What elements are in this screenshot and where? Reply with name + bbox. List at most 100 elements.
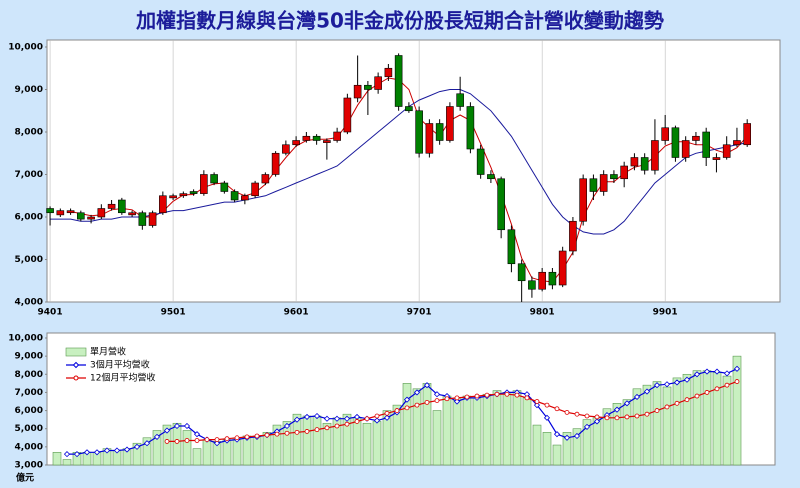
line-marker [213,440,221,447]
candle-body [128,212,136,216]
bar [152,430,162,466]
line-marker [123,446,131,453]
line-marker [583,423,591,430]
candle-body [579,178,587,222]
bar [272,424,282,466]
candle-body [241,195,249,201]
candle-body [394,55,403,107]
line-marker [594,414,600,420]
bar [322,422,332,466]
candle-body [569,220,577,252]
line-marker [704,390,710,395]
candle-body [312,135,321,141]
bar [62,459,72,466]
bar [722,375,732,466]
candle-body [302,135,311,141]
bar [522,397,532,466]
line-marker [693,371,701,378]
bar [622,399,632,466]
line-marker [214,437,220,443]
candle-body [364,84,372,90]
bar [452,397,462,466]
y-tick-label: 5,000 [15,255,43,265]
line-marker [303,413,311,420]
candle-body [220,182,229,192]
candle-body [138,212,147,226]
line-marker [553,431,561,438]
bar [292,413,302,466]
line-marker [143,440,151,447]
line-marker [423,382,431,389]
line-marker [623,400,631,407]
line-marker [684,397,690,403]
candle-body [251,182,259,197]
bar [632,388,642,466]
bar [382,410,392,466]
x-tick-label: 9601 [284,308,309,318]
line-marker [634,413,640,419]
candle-body [189,191,198,194]
line-marker [264,432,270,438]
line-marker [454,395,460,401]
candle-body [200,174,208,194]
line-marker [234,435,240,441]
line-marker [293,416,301,423]
line-marker [474,393,480,399]
bar [302,415,312,466]
bar [372,421,382,466]
y-unit-label: 億元 [16,472,34,484]
candle-body [722,144,731,158]
line-marker [404,405,410,411]
bar [442,395,452,466]
bar [672,377,682,466]
line-marker [563,434,571,441]
bar [712,372,722,466]
line-marker [133,443,141,450]
candle-body [610,174,618,180]
line-marker [403,396,411,403]
line-marker [413,389,421,396]
line-marker [113,447,121,454]
candle-body [507,229,516,265]
line-marker [584,413,590,419]
y-tick-label: 6,000 [15,213,43,223]
line-marker [183,422,191,430]
candle-body [97,208,106,218]
line-marker [394,408,400,413]
bar [172,422,182,466]
candle-body [456,93,464,107]
line-marker [673,379,681,386]
bar [502,392,512,466]
line-marker [364,416,370,422]
line-marker [274,431,280,437]
line-marker [534,399,540,404]
candle-body [261,174,270,184]
candle-body [46,208,54,214]
line-marker [193,431,201,438]
line-marker [533,402,541,409]
y-tick-label: 9,000 [15,352,43,362]
line-marker [504,391,510,397]
line-marker [374,413,380,419]
line-marker [73,451,81,458]
line-marker [314,427,320,433]
candle-body [56,210,65,216]
bar [132,442,142,466]
candle-body [333,131,341,141]
candle-body [159,195,167,214]
candle-body [517,263,526,282]
x-tick-label: 9401 [38,308,63,318]
y-tick-label: 9,000 [15,85,43,95]
bar [432,410,442,466]
line-marker [674,400,680,406]
candle-body [558,250,567,286]
candle-body [210,174,218,184]
candle-body [538,271,546,290]
candle-body [384,67,393,78]
x-tick-label: 9701 [407,308,432,318]
bar [142,437,152,466]
line [167,380,738,442]
line-marker [543,414,551,421]
line-marker [283,422,291,430]
